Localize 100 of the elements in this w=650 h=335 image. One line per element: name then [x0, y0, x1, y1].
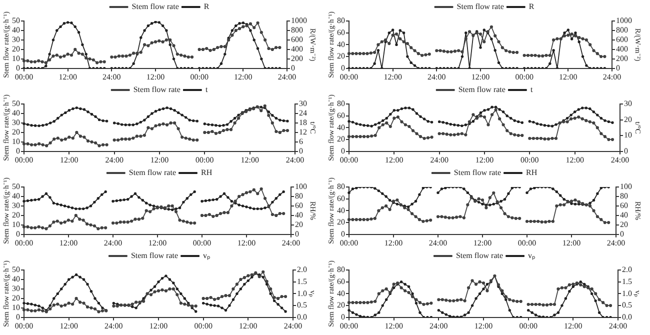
x-tick-label: 24:00	[602, 72, 622, 82]
x-tick-label: 12:00	[150, 155, 169, 164]
y2-tick-label: 20	[620, 220, 628, 230]
x-tick-label: 00:00	[190, 72, 208, 82]
x-tick-label: 12:00	[471, 72, 490, 82]
x-tick-label: 12:00	[240, 155, 259, 164]
y-tick-label: 0	[341, 229, 345, 238]
x-tick-label: 12:00	[239, 321, 258, 330]
y2-tick-label: 1000	[291, 16, 307, 26]
y-tick-label: 10	[12, 54, 20, 64]
y2-tick-label: 12	[299, 128, 307, 137]
y-tick-label: 40	[12, 108, 20, 118]
y2-tick-label: 1.5	[297, 276, 307, 286]
y2-tick-label: 30	[624, 99, 632, 108]
y-tick-label: 40	[12, 192, 20, 201]
x-tick-label: 00:00	[340, 155, 358, 164]
y2-tick-label: 18	[299, 118, 307, 128]
y2-tick-label: 1.5	[622, 276, 632, 286]
x-tick-label: 24:00	[430, 321, 448, 330]
y2-tick-label: 40	[295, 210, 303, 220]
y2-tick-label: 20	[295, 220, 303, 230]
x-tick-label: 24:00	[104, 238, 122, 248]
y2-tick-label: 0	[299, 146, 303, 156]
y2-tick-label: 0	[291, 63, 295, 72]
y-tick-label: 0	[16, 146, 20, 156]
y2-tick-label: 0	[295, 229, 299, 238]
legend-label: t	[205, 85, 208, 94]
x-tick-label: 24:00	[610, 155, 630, 164]
y2-tick-label: 0.0	[297, 312, 307, 322]
x-tick-label: 12:00	[562, 238, 581, 248]
y-tick-label: 40	[337, 40, 345, 49]
y2-tick-label: 1000	[616, 16, 632, 26]
x-tick-label: 12:00	[384, 72, 402, 82]
y-tick-label: 30	[12, 35, 20, 44]
y2-tick-label: 6	[299, 137, 303, 146]
x-tick-label: 12:00	[59, 238, 78, 248]
y-tick-label: 20	[12, 44, 20, 54]
y2-tick-label: 100	[295, 182, 307, 192]
y2-tick-label: 24	[299, 108, 307, 118]
x-tick-label: 00:00	[196, 155, 214, 164]
x-tick-label: 24:00	[284, 321, 302, 330]
y2-tick-label: 800	[616, 26, 628, 35]
y2-tick-label: 0.5	[622, 300, 632, 310]
x-tick-label: 24:00	[428, 72, 446, 82]
y2-tick-label: 0	[620, 229, 624, 238]
x-tick-label: 12:00	[473, 238, 492, 248]
y-tick-label: 0	[16, 63, 20, 72]
legend-label: Stem flow rate	[456, 251, 504, 260]
x-tick-label: 00:00	[515, 72, 534, 82]
x-tick-label: 24:00	[104, 321, 123, 330]
y2-tick-label: 1.0	[297, 288, 307, 298]
x-tick-label: 12:00	[148, 238, 167, 248]
x-tick-label: 12:00	[384, 321, 403, 330]
x-tick-label: 00:00	[14, 72, 34, 82]
x-tick-label: 12:00	[60, 155, 78, 164]
y-tick-label: 30	[12, 284, 20, 294]
y-tick-label: 20	[337, 300, 345, 310]
y2-tick-label: 60	[295, 201, 303, 210]
y2-tick-label: 200	[616, 54, 628, 64]
x-tick-label: 24:00	[608, 321, 628, 330]
y2-tick-label: 0	[616, 63, 620, 72]
x-tick-label: 24:00	[105, 155, 124, 164]
y-tick-label: 10	[12, 220, 20, 230]
y2-tick-label: 80	[620, 192, 628, 201]
legend-label: Stem flow rate	[454, 168, 502, 178]
y-tick-label: 0	[341, 146, 345, 156]
x-tick-label: 12:00	[385, 155, 404, 164]
y-tick-label: 50	[12, 265, 20, 274]
y-tick-label: 50	[12, 99, 20, 108]
x-tick-label: 12:00	[384, 238, 403, 248]
y-tick-label: 40	[337, 288, 345, 298]
x-tick-label: 12:00	[58, 72, 77, 82]
y-tick-label: 20	[337, 52, 345, 61]
y-tick-label: 40	[12, 26, 20, 35]
y-tick-label: 80	[337, 16, 345, 26]
y2-tick-label: 20	[624, 114, 632, 124]
x-tick-label: 24:00	[430, 155, 448, 164]
y-tick-label: 30	[12, 201, 20, 210]
y2-tick-label: 400	[616, 44, 628, 54]
y2-tick-label: 200	[291, 54, 303, 64]
y-tick-label: 20	[337, 134, 345, 144]
y2-tick-label: 40	[620, 210, 628, 220]
x-tick-label: 12:00	[566, 155, 584, 164]
legend-label: Stem flow rate	[132, 2, 180, 12]
legend-label: R	[528, 2, 535, 12]
x-tick-label: 24:00	[278, 72, 296, 82]
legend-label: Stem flow rate	[458, 85, 506, 94]
legend-label: RH	[200, 168, 212, 178]
y-tick-label: 10	[12, 303, 20, 312]
y-tick-label: 30	[12, 118, 20, 128]
y2-tick-label: 2.0	[622, 265, 632, 274]
y-tick-label: 40	[12, 274, 20, 284]
legend-label: R	[204, 2, 210, 12]
x-tick-label: 00:00	[340, 72, 358, 82]
x-tick-label: 24:00	[282, 238, 300, 248]
y2-tick-label: 100	[620, 182, 632, 192]
x-tick-label: 24:00	[428, 238, 448, 248]
x-tick-label: 12:00	[60, 321, 78, 330]
y2-tick-label: 600	[291, 35, 303, 44]
x-tick-label: 12:00	[149, 321, 168, 330]
